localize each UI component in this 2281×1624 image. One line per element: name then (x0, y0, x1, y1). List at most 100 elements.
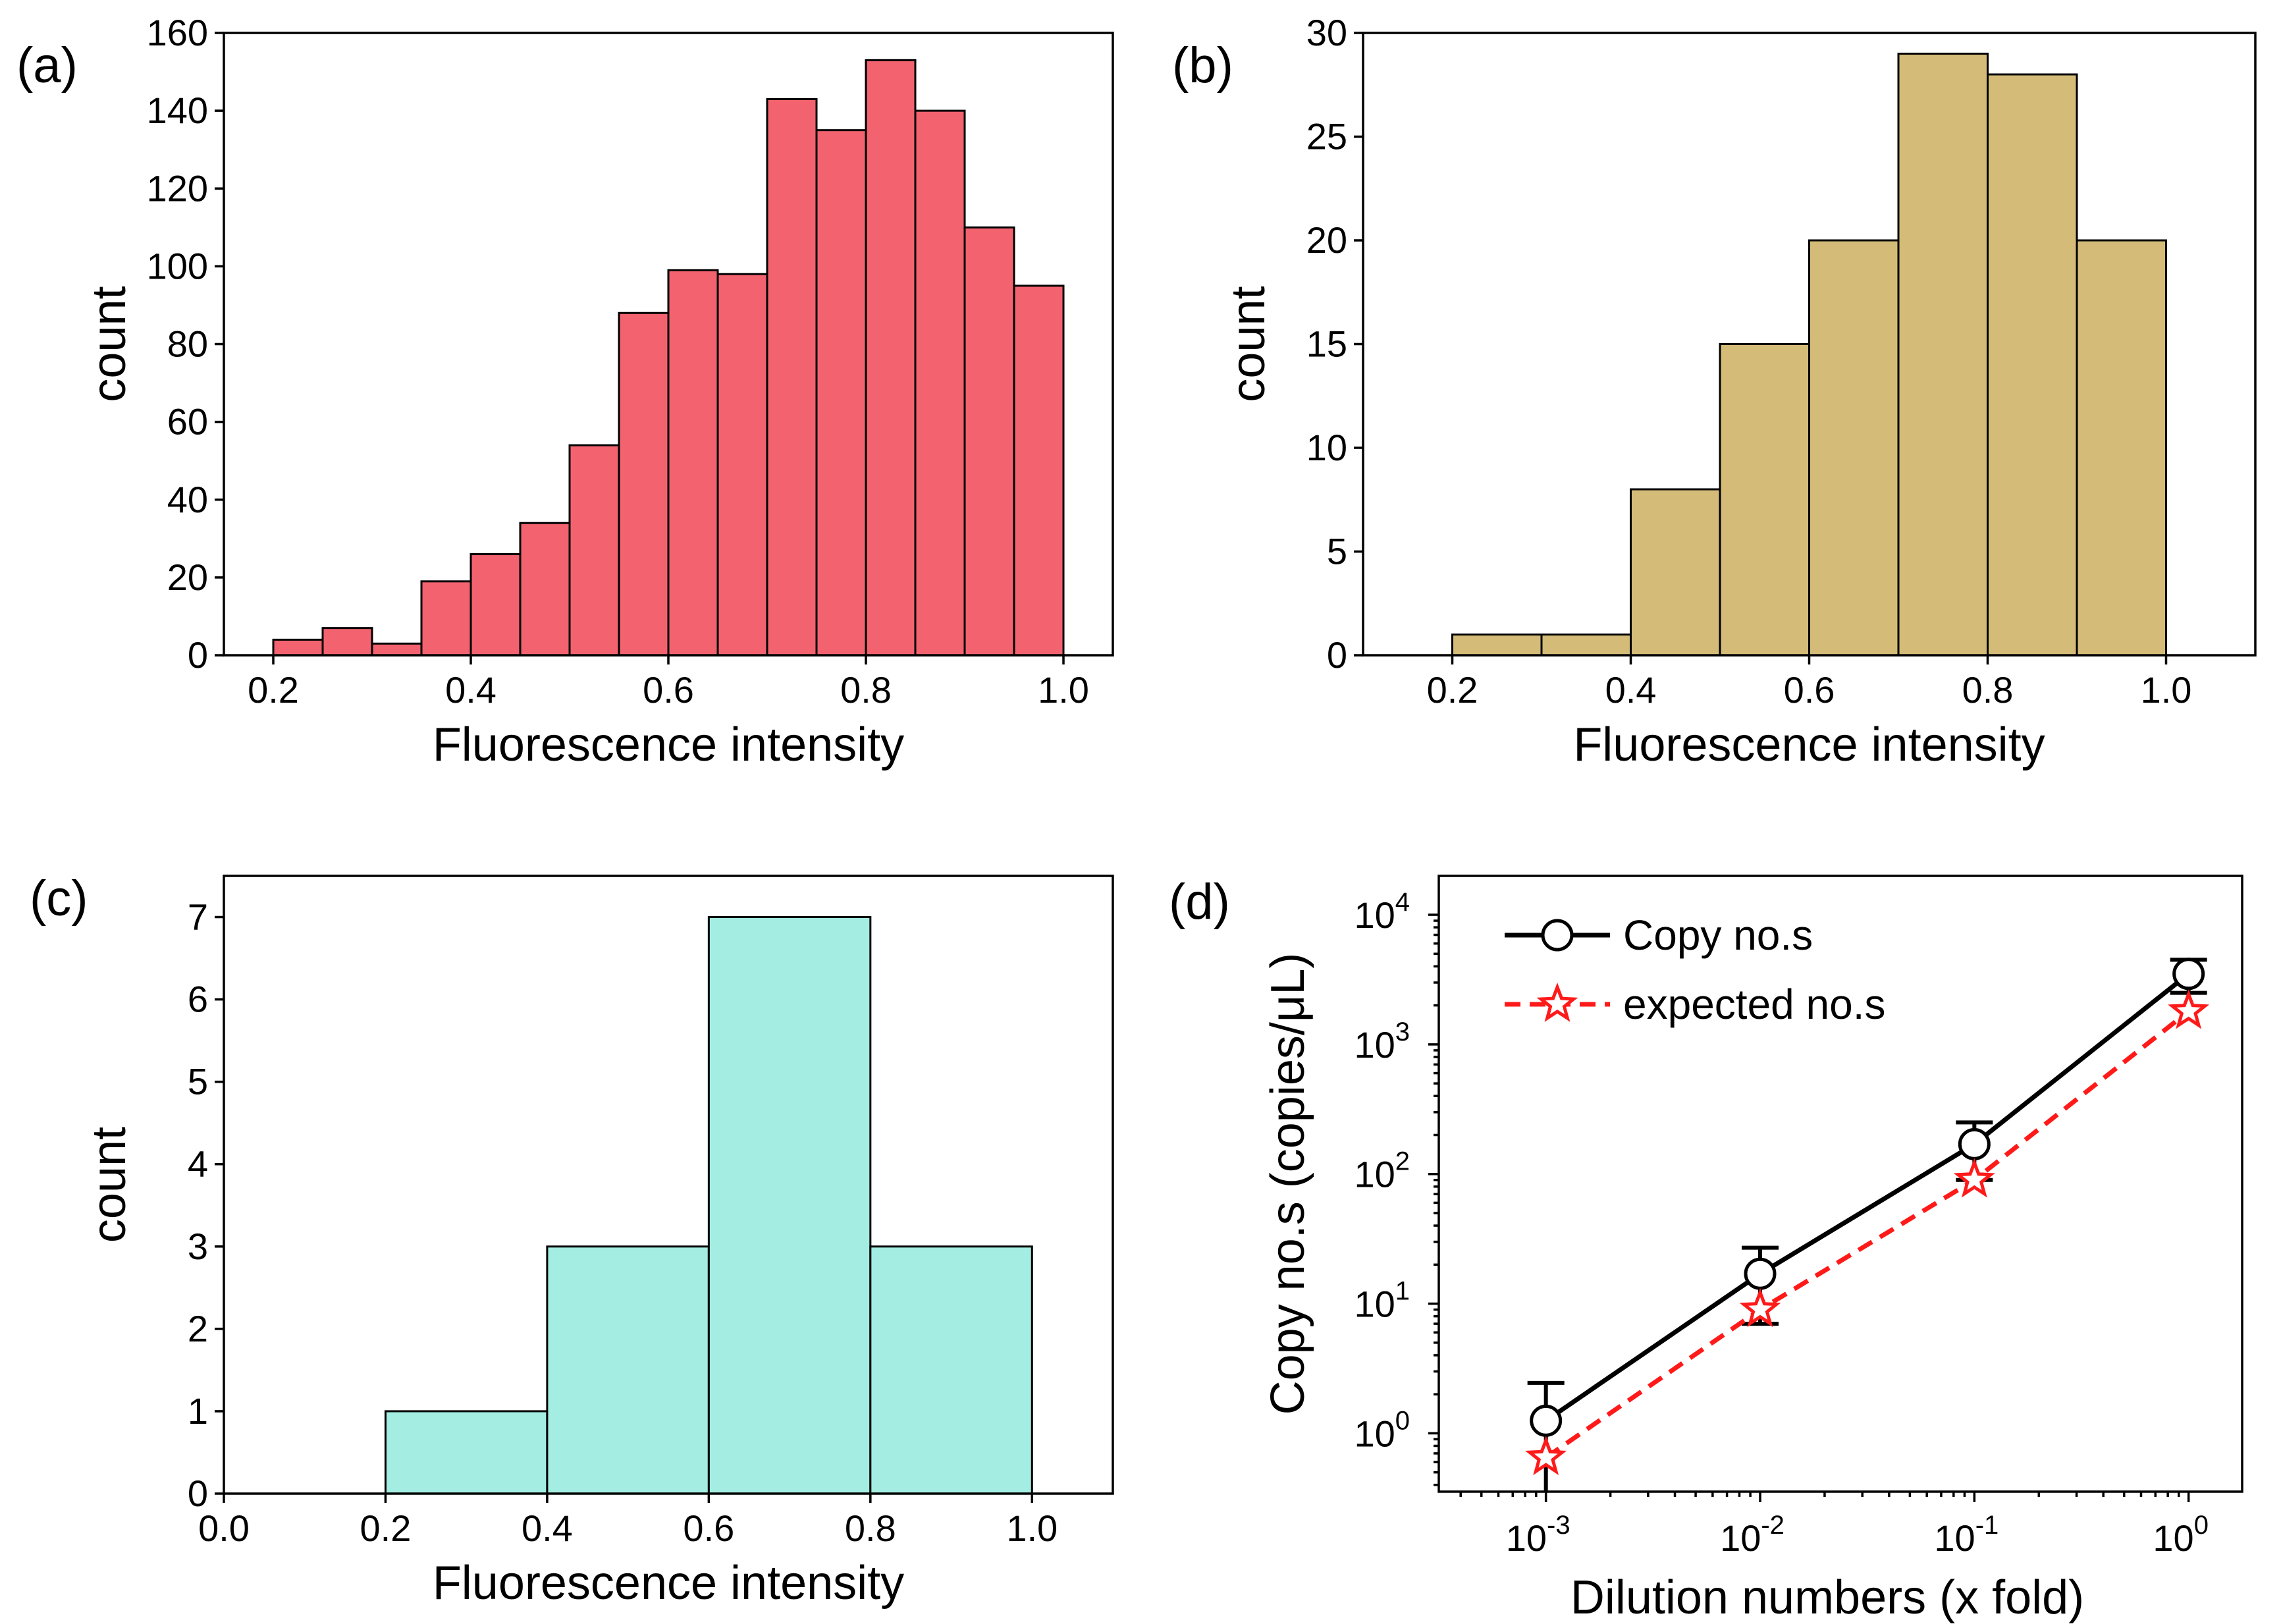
xtick-label-c-0: 0.0 (198, 1507, 250, 1549)
ytick-label-b-3: 15 (1306, 323, 1347, 365)
bar-b-0 (1451, 634, 1543, 657)
bar-c-2 (707, 916, 872, 1495)
bar-a-11 (815, 129, 867, 657)
xtick-label-c-4: 0.8 (845, 1507, 896, 1549)
y-axis-title-c: count (83, 1127, 136, 1243)
bar-b-1 (1540, 634, 1632, 657)
panel-label-c: (c) (30, 871, 88, 927)
panel-label-b: (b) (1172, 38, 1233, 94)
ytick-label-d-3: 103 (1354, 1017, 1410, 1066)
xtick-label-d-0: 10-3 (1506, 1511, 1570, 1559)
bar-b-5 (1897, 53, 1989, 657)
xtick-label-b-2: 0.6 (1784, 669, 1835, 711)
x-axis-title-a: Fluorescence intensity (433, 718, 904, 771)
bar-a-6 (568, 444, 620, 657)
bar-b-7 (2076, 239, 2167, 657)
data-point-0-2 (1958, 1127, 1991, 1160)
data-point-1-1 (1739, 1287, 1781, 1328)
ytick-label-c-7: 7 (188, 896, 208, 938)
panel-label-d: (d) (1169, 874, 1230, 930)
ytick-label-b-4: 20 (1306, 219, 1347, 261)
data-point-0-3 (2172, 958, 2205, 990)
panel-d: 100 101 102 103 104 10-3 10-2 10-1 100 Copy no.s e… (1169, 874, 2243, 1624)
data-point-1-3 (2168, 989, 2210, 1029)
ytick-label-c-5: 5 (188, 1061, 208, 1102)
xtick-label-d-1: 10-2 (1720, 1511, 1785, 1559)
y-axis-title-d: Copy no.s (copies/μL) (1262, 953, 1314, 1415)
ytick-label-d-1: 101 (1354, 1277, 1410, 1325)
ytick-label-c-0: 0 (188, 1473, 208, 1514)
panel-a: 0 20 40 60 80 100 120 140 160 0.2 0.4 0.6 0.8 1.0 Fluo… (16, 12, 1114, 771)
data-point-0-1 (1744, 1257, 1777, 1290)
bar-b-4 (1808, 239, 1900, 657)
xtick-label-c-1: 0.2 (360, 1507, 412, 1549)
bar-a-4 (470, 553, 522, 657)
legend-marker-0 (1541, 919, 1574, 952)
ytick-label-b-0: 0 (1327, 634, 1347, 676)
bar-a-5 (519, 522, 571, 657)
ytick-label-b-6: 30 (1306, 12, 1347, 53)
ytick-label-c-6: 6 (188, 979, 208, 1020)
xtick-label-a-2: 0.6 (643, 669, 694, 711)
bar-a-10 (766, 97, 818, 657)
xtick-label-d-3: 100 (2153, 1511, 2209, 1559)
bar-a-8 (667, 269, 719, 657)
ytick-label-a-7: 140 (147, 90, 208, 131)
bar-c-0 (384, 1410, 549, 1495)
y-axis-title-b: count (1222, 286, 1275, 402)
panel-label-a: (a) (16, 38, 78, 94)
bar-a-2 (371, 642, 423, 657)
ytick-label-b-5: 25 (1306, 116, 1347, 157)
legend-label-0: Copy no.s (1623, 911, 1813, 959)
xtick-label-b-1: 0.4 (1605, 669, 1657, 711)
ytick-label-a-8: 160 (147, 12, 208, 53)
ytick-label-a-2: 40 (167, 479, 208, 520)
ytick-label-b-2: 10 (1306, 427, 1347, 468)
ytick-label-d-0: 100 (1354, 1406, 1410, 1454)
ytick-label-a-6: 120 (147, 167, 208, 209)
panel-c: 0 1 2 3 4 5 6 7 0.0 0.2 0.4 0.6 0.8 1.0 Fluorescence i… (30, 871, 1114, 1610)
plot-frame-d (1437, 875, 2243, 1493)
xtick-label-b-0: 0.2 (1427, 669, 1478, 711)
data-point-1-2 (1953, 1158, 1995, 1198)
bar-a-13 (914, 109, 966, 657)
x-axis-title-b: Fluorescence intensity (1573, 718, 2045, 771)
xtick-label-a-0: 0.2 (248, 669, 299, 711)
bar-a-12 (865, 59, 917, 657)
data-point-0-0 (1530, 1404, 1563, 1437)
ytick-label-d-4: 104 (1354, 888, 1410, 936)
bar-a-0 (272, 638, 324, 657)
bar-a-3 (420, 580, 472, 657)
xtick-label-a-4: 1.0 (1038, 669, 1089, 711)
ytick-label-a-3: 60 (167, 401, 208, 443)
ytick-label-b-1: 5 (1327, 531, 1347, 572)
x-axis-title-d: Dilution numbers (x fold) (1570, 1571, 2084, 1624)
bar-a-1 (321, 627, 373, 657)
ytick-label-a-1: 20 (167, 556, 208, 598)
legend-marker-1 (1536, 982, 1578, 1022)
y-axis-title-a: count (83, 286, 136, 402)
panel-b: 0 5 10 15 20 25 30 0.2 0.4 0.6 0.8 1.0 Fluorescence … (1172, 12, 2257, 771)
ytick-label-c-2: 2 (188, 1308, 208, 1349)
xtick-label-c-5: 1.0 (1006, 1507, 1058, 1549)
ytick-label-c-3: 3 (188, 1226, 208, 1267)
plot-frame-c (223, 875, 1114, 1495)
xtick-label-b-3: 0.8 (1962, 669, 2014, 711)
bar-c-3 (869, 1245, 1033, 1495)
bar-c-1 (546, 1245, 710, 1495)
bar-a-7 (618, 311, 670, 657)
legend-label-1: expected no.s (1623, 981, 1886, 1028)
ytick-label-a-0: 0 (188, 634, 208, 676)
ytick-label-a-4: 80 (167, 323, 208, 365)
bar-a-14 (963, 226, 1015, 657)
bar-b-6 (1987, 73, 2078, 657)
x-axis-title-c: Fluorescence intensity (433, 1557, 904, 1610)
data-point-1-0 (1525, 1436, 1567, 1476)
ytick-label-c-4: 4 (188, 1143, 208, 1185)
series-line-0 (1544, 972, 2190, 1423)
ytick-label-c-1: 1 (188, 1390, 208, 1432)
xtick-label-a-3: 0.8 (840, 669, 892, 711)
bar-b-2 (1630, 488, 1721, 657)
ytick-label-a-5: 100 (147, 245, 208, 286)
